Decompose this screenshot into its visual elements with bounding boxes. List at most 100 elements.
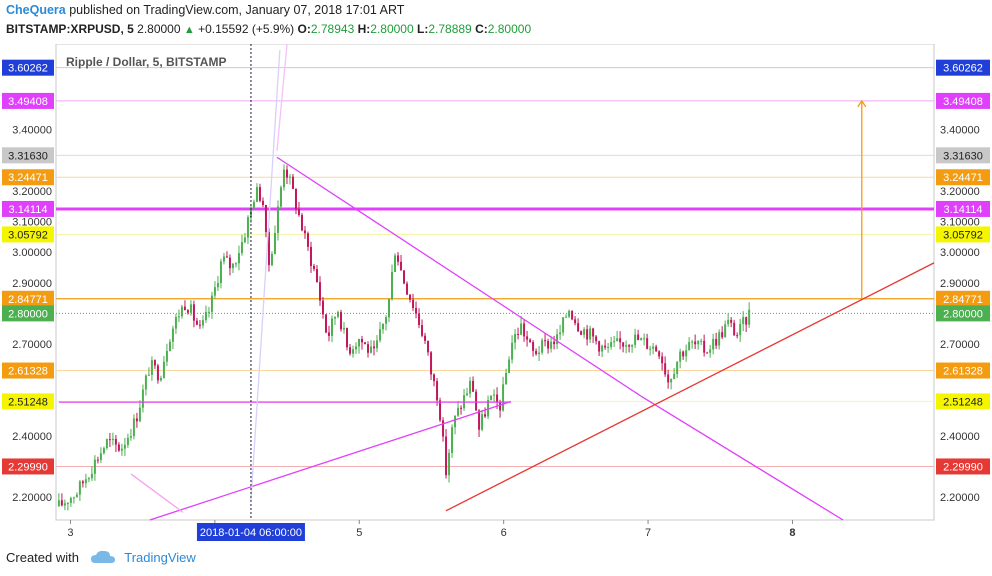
candle-body bbox=[364, 342, 367, 345]
candle-body bbox=[535, 350, 538, 355]
candle-body bbox=[484, 414, 487, 417]
candle-body bbox=[213, 287, 216, 296]
candle-body bbox=[676, 361, 679, 374]
candle-body bbox=[355, 346, 358, 350]
candle-body bbox=[736, 335, 739, 337]
candle-body bbox=[201, 320, 204, 326]
symbol-info: BITSTAMP:XRPUSD, 5 2.80000 ▲ +0.15592 (+… bbox=[6, 22, 531, 36]
price-label-left-bg bbox=[2, 226, 54, 243]
candle-body bbox=[330, 318, 333, 336]
published-text: published on TradingView.com, January 07… bbox=[69, 3, 405, 17]
trend-lines[interactable] bbox=[58, 44, 935, 521]
candle-body bbox=[309, 246, 312, 267]
tradingview-cloud-icon bbox=[90, 550, 115, 567]
candle-body bbox=[225, 256, 228, 258]
candle-body bbox=[595, 336, 598, 342]
candle-body bbox=[697, 341, 700, 345]
close-value: 2.80000 bbox=[487, 22, 532, 36]
candle-body bbox=[156, 365, 159, 381]
candle-body bbox=[207, 311, 210, 313]
candle-body bbox=[721, 332, 724, 338]
candle-body bbox=[709, 349, 712, 353]
low-value: 2.78889 bbox=[428, 22, 472, 36]
candle-body bbox=[291, 176, 294, 189]
right-price-axis[interactable]: 2.20000 2.40000 2.70000 2.90000 3.00000 3.100… bbox=[936, 59, 990, 504]
candle-body bbox=[349, 347, 352, 354]
candle-body bbox=[150, 360, 153, 375]
candle-body bbox=[252, 201, 255, 208]
candle-body bbox=[204, 311, 207, 321]
candle-body bbox=[637, 334, 640, 340]
candle-body bbox=[159, 377, 162, 381]
candle-body bbox=[514, 334, 517, 343]
candle-body bbox=[327, 332, 330, 336]
created-with-text: Created with bbox=[6, 550, 79, 565]
x-tick-label: 5 bbox=[356, 527, 362, 539]
candle-body bbox=[604, 345, 607, 348]
candle-body bbox=[577, 323, 580, 332]
symbol-label: BITSTAMP:XRPUSD, 5 bbox=[6, 22, 134, 36]
candle-body bbox=[114, 438, 117, 445]
candle-body bbox=[117, 444, 120, 451]
candle-body bbox=[237, 253, 240, 264]
candle-body bbox=[243, 237, 246, 243]
candle-body bbox=[303, 230, 306, 234]
candle-body bbox=[174, 317, 177, 329]
target-arrow[interactable] bbox=[857, 99, 867, 299]
price-label-right: 2.84771 bbox=[943, 294, 983, 306]
price-label-left: 3.31630 bbox=[8, 150, 48, 162]
candle-body bbox=[376, 340, 379, 349]
candle-body bbox=[748, 309, 751, 325]
price-label-right: 3.05792 bbox=[943, 229, 983, 241]
time-axis[interactable]: 345678 bbox=[67, 520, 796, 539]
candle-body bbox=[538, 352, 541, 355]
candle-body bbox=[102, 448, 105, 454]
price-label-left-bg bbox=[2, 290, 54, 307]
candle-body bbox=[499, 401, 502, 411]
candle-body bbox=[469, 380, 472, 394]
price-label-right-bg bbox=[936, 305, 990, 322]
candle-body bbox=[406, 283, 409, 295]
candle-body bbox=[342, 327, 345, 330]
tradingview-logo-text[interactable]: TradingView bbox=[124, 550, 196, 565]
price-chart[interactable]: Ripple / Dollar, 5, BITSTAMP 2.20000 2.40… bbox=[0, 44, 992, 544]
candle-body bbox=[658, 351, 661, 357]
price-label-left: 3.14114 bbox=[9, 204, 48, 216]
candle-body bbox=[276, 206, 279, 234]
y-tick-left: 3.00000 bbox=[12, 247, 52, 259]
candle-body bbox=[703, 340, 706, 353]
candle-body bbox=[619, 338, 622, 343]
price-label-left: 2.84771 bbox=[8, 294, 48, 306]
y-tick-left: 2.40000 bbox=[12, 431, 52, 443]
candle-body bbox=[511, 342, 514, 360]
candle-body bbox=[352, 349, 355, 354]
candle-body bbox=[321, 300, 324, 315]
candle-body bbox=[430, 352, 433, 375]
candle-body bbox=[255, 187, 258, 202]
left-price-axis[interactable]: 2.20000 2.40000 2.70000 2.90000 3.00000 3.100… bbox=[2, 59, 54, 504]
price-label-left-bg bbox=[2, 92, 54, 109]
candle-body bbox=[177, 316, 180, 318]
candle-body bbox=[222, 256, 225, 262]
plot-area[interactable] bbox=[55, 44, 935, 521]
price-label-right-bg bbox=[936, 226, 990, 243]
candle-body bbox=[138, 407, 141, 422]
price-label-right: 2.51248 bbox=[943, 396, 983, 408]
candle-body bbox=[84, 479, 87, 484]
candle-body bbox=[529, 339, 532, 343]
candle-body bbox=[424, 335, 427, 341]
candle-body bbox=[261, 200, 264, 205]
candle-body bbox=[730, 319, 733, 323]
candle-body bbox=[246, 217, 249, 238]
candle-body bbox=[457, 407, 460, 416]
candle-body bbox=[490, 395, 493, 400]
trend-line-6 bbox=[250, 50, 281, 501]
y-tick-left: 3.40000 bbox=[12, 125, 52, 137]
candle-body bbox=[727, 319, 730, 325]
candle-body bbox=[192, 304, 195, 321]
candle-body bbox=[388, 299, 391, 318]
author-name[interactable]: CheQuera bbox=[6, 3, 66, 17]
price-label-left: 2.29990 bbox=[8, 461, 48, 473]
candle-body bbox=[562, 317, 565, 333]
y-tick-right: 3.00000 bbox=[940, 247, 980, 259]
